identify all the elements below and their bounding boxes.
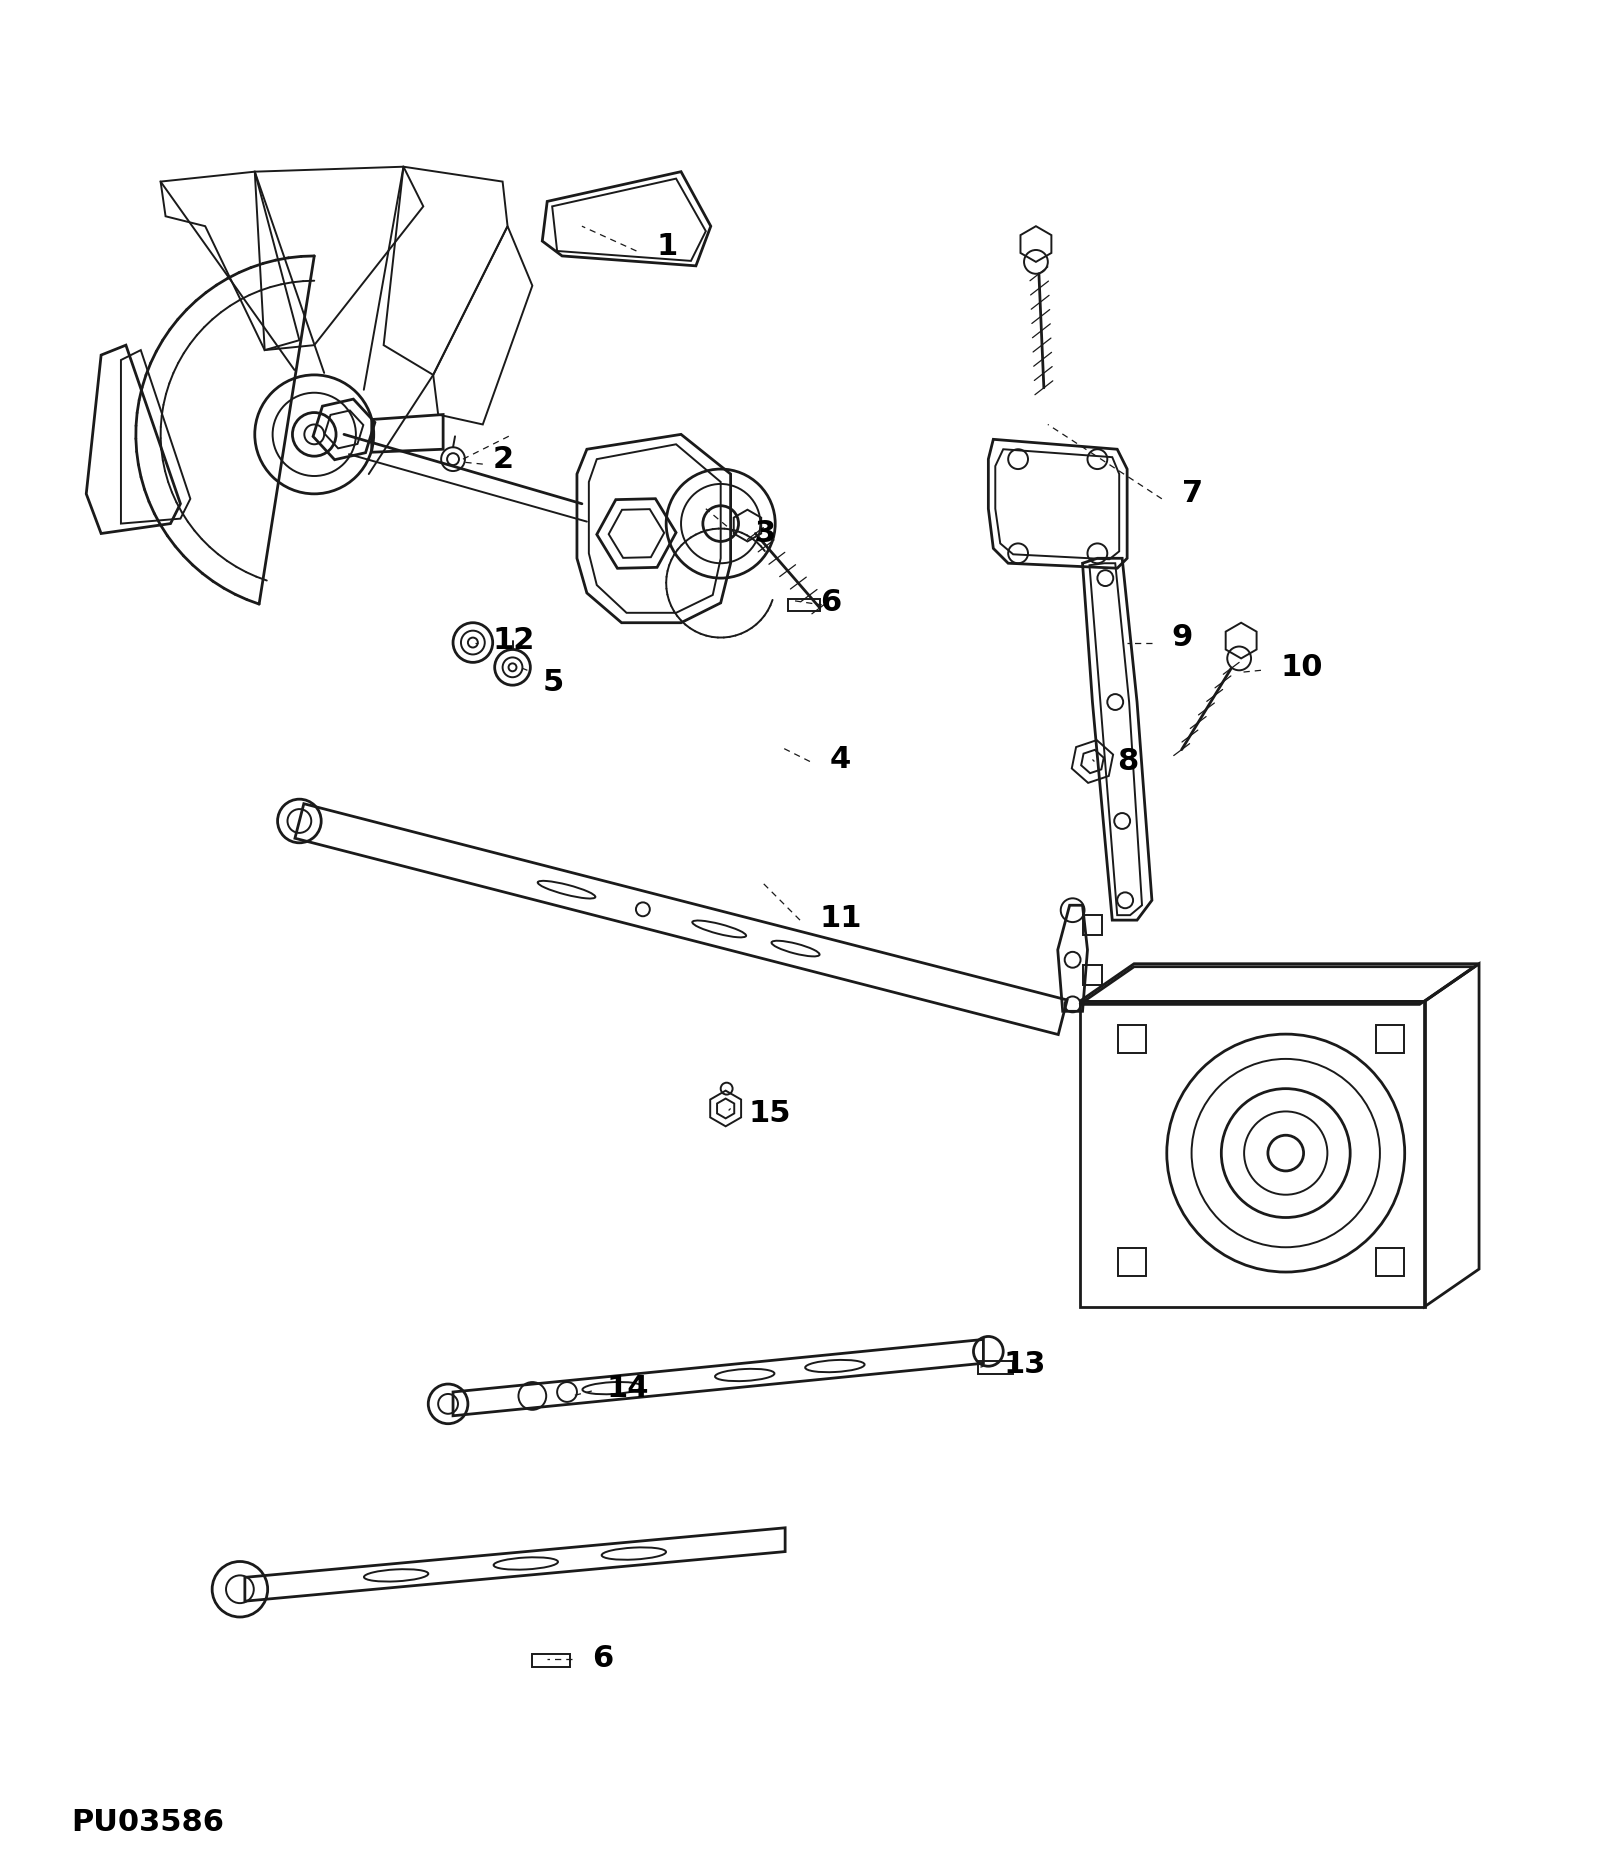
Text: 7: 7 <box>1182 480 1203 508</box>
Text: 2: 2 <box>493 444 514 474</box>
Text: 1: 1 <box>656 232 677 261</box>
Text: 11: 11 <box>819 904 862 934</box>
Text: PU03586: PU03586 <box>72 1807 224 1837</box>
Text: 10: 10 <box>1280 653 1323 681</box>
Text: 5: 5 <box>542 668 563 696</box>
Text: 9: 9 <box>1171 624 1194 652</box>
Text: 15: 15 <box>749 1100 790 1128</box>
Text: 6: 6 <box>592 1645 613 1673</box>
Text: 12: 12 <box>493 625 534 655</box>
Text: 3: 3 <box>755 519 776 549</box>
Text: 13: 13 <box>1003 1350 1045 1378</box>
Text: 14: 14 <box>606 1374 650 1402</box>
Text: 8: 8 <box>1117 747 1139 777</box>
Text: 6: 6 <box>819 588 842 618</box>
Text: 4: 4 <box>830 745 851 775</box>
